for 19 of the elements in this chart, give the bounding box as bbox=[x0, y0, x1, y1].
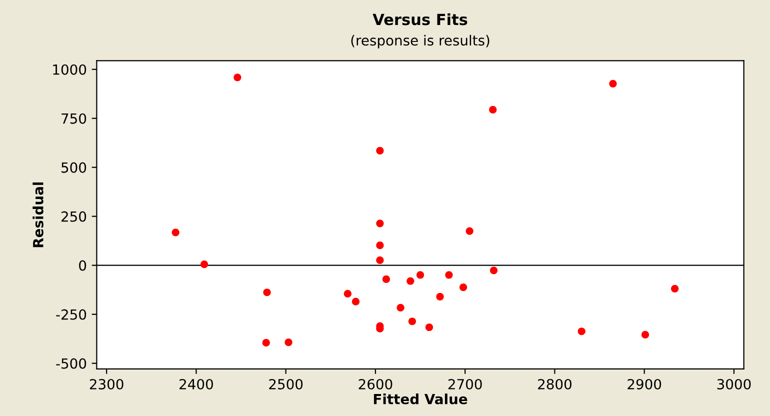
y-tick-label: 750 bbox=[62, 113, 86, 124]
x-axis-title: Fitted Value bbox=[374, 394, 468, 404]
y-axis-title: Residual bbox=[32, 182, 44, 248]
y-tick-label: 250 bbox=[61, 211, 86, 222]
chart-subtitle: (response is results) bbox=[351, 34, 490, 48]
y-tick-label: -250 bbox=[56, 309, 86, 320]
x-tick-label: 3000 bbox=[717, 378, 751, 390]
y-tick-label: 500 bbox=[62, 162, 86, 173]
x-tick-label: 2900 bbox=[628, 378, 662, 390]
x-tick-label: 2700 bbox=[448, 378, 482, 390]
chart-title: Versus Fits bbox=[372, 13, 468, 26]
x-tick-label: 2800 bbox=[538, 378, 572, 390]
x-tick-label: 2400 bbox=[180, 378, 213, 390]
x-tick-label: 2500 bbox=[269, 378, 303, 390]
y-tick-label: -500 bbox=[56, 358, 86, 369]
y-tick-label: 0 bbox=[79, 260, 86, 271]
x-tick-label: 2300 bbox=[90, 378, 124, 390]
y-tick-label: 1000 bbox=[53, 64, 86, 75]
x-tick-label: 2600 bbox=[358, 378, 392, 390]
